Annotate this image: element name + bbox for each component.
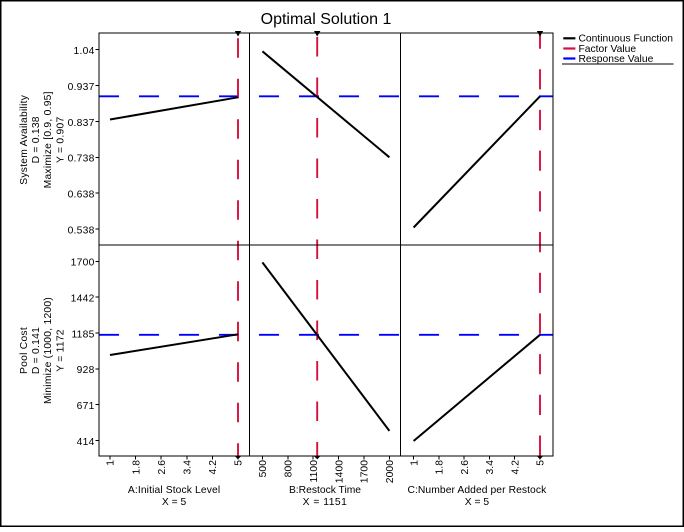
svg-text:Optimal Solution 1: Optimal Solution 1 <box>261 11 392 28</box>
svg-text:1442: 1442 <box>71 294 95 305</box>
svg-text:1100: 1100 <box>309 460 320 483</box>
svg-text:2.6: 2.6 <box>460 460 471 475</box>
svg-text:4.2: 4.2 <box>208 460 219 475</box>
svg-text:X = 5: X = 5 <box>465 497 490 508</box>
svg-text:671: 671 <box>77 401 95 412</box>
svg-text:1700: 1700 <box>71 258 95 269</box>
svg-text:C:Number Added per Restock: C:Number Added per Restock <box>407 485 547 496</box>
svg-text:928: 928 <box>77 365 95 376</box>
svg-text:1.04: 1.04 <box>74 46 95 57</box>
svg-text:D = 0.138: D = 0.138 <box>31 116 42 163</box>
svg-text:A:Initial Stock Level: A:Initial Stock Level <box>128 485 220 496</box>
svg-text:0.837: 0.837 <box>68 118 95 129</box>
svg-text:B:Restock Time: B:Restock Time <box>289 485 361 496</box>
svg-text:0.638: 0.638 <box>68 190 95 201</box>
svg-text:500: 500 <box>258 460 269 478</box>
svg-text:X = 1151: X = 1151 <box>303 497 348 508</box>
svg-text:Y = 1172: Y = 1172 <box>56 329 67 372</box>
svg-text:0.538: 0.538 <box>68 225 95 236</box>
svg-text:2.6: 2.6 <box>157 460 168 475</box>
svg-text:Maximize [0.9, 0.95]: Maximize [0.9, 0.95] <box>43 91 54 188</box>
svg-text:System Availability: System Availability <box>19 94 30 184</box>
svg-text:3.4: 3.4 <box>485 460 496 475</box>
svg-text:D = 0.141: D = 0.141 <box>31 327 42 374</box>
svg-text:1400: 1400 <box>334 460 345 483</box>
svg-text:Pool Cost: Pool Cost <box>19 327 30 374</box>
svg-text:0.738: 0.738 <box>68 154 95 165</box>
svg-text:5: 5 <box>234 460 245 466</box>
svg-text:0.937: 0.937 <box>68 82 95 93</box>
svg-text:1: 1 <box>409 460 420 466</box>
svg-text:5: 5 <box>536 460 547 466</box>
svg-text:Y = 0.907: Y = 0.907 <box>56 117 67 163</box>
svg-text:Factor Value: Factor Value <box>579 44 637 55</box>
svg-text:Response Value: Response Value <box>579 54 654 65</box>
svg-text:2000: 2000 <box>385 460 396 483</box>
svg-text:1700: 1700 <box>360 460 371 483</box>
svg-text:1: 1 <box>106 460 117 466</box>
svg-text:800: 800 <box>284 460 295 478</box>
svg-text:1.8: 1.8 <box>435 460 446 475</box>
svg-text:Continuous Function: Continuous Function <box>579 34 674 45</box>
svg-text:Minimize (1000, 1200): Minimize (1000, 1200) <box>43 297 54 404</box>
svg-text:3.4: 3.4 <box>183 460 194 475</box>
svg-text:414: 414 <box>77 437 95 448</box>
svg-text:4.2: 4.2 <box>510 460 521 475</box>
svg-text:1.8: 1.8 <box>131 460 142 475</box>
svg-text:1185: 1185 <box>71 329 94 340</box>
svg-text:X = 5: X = 5 <box>162 497 187 508</box>
